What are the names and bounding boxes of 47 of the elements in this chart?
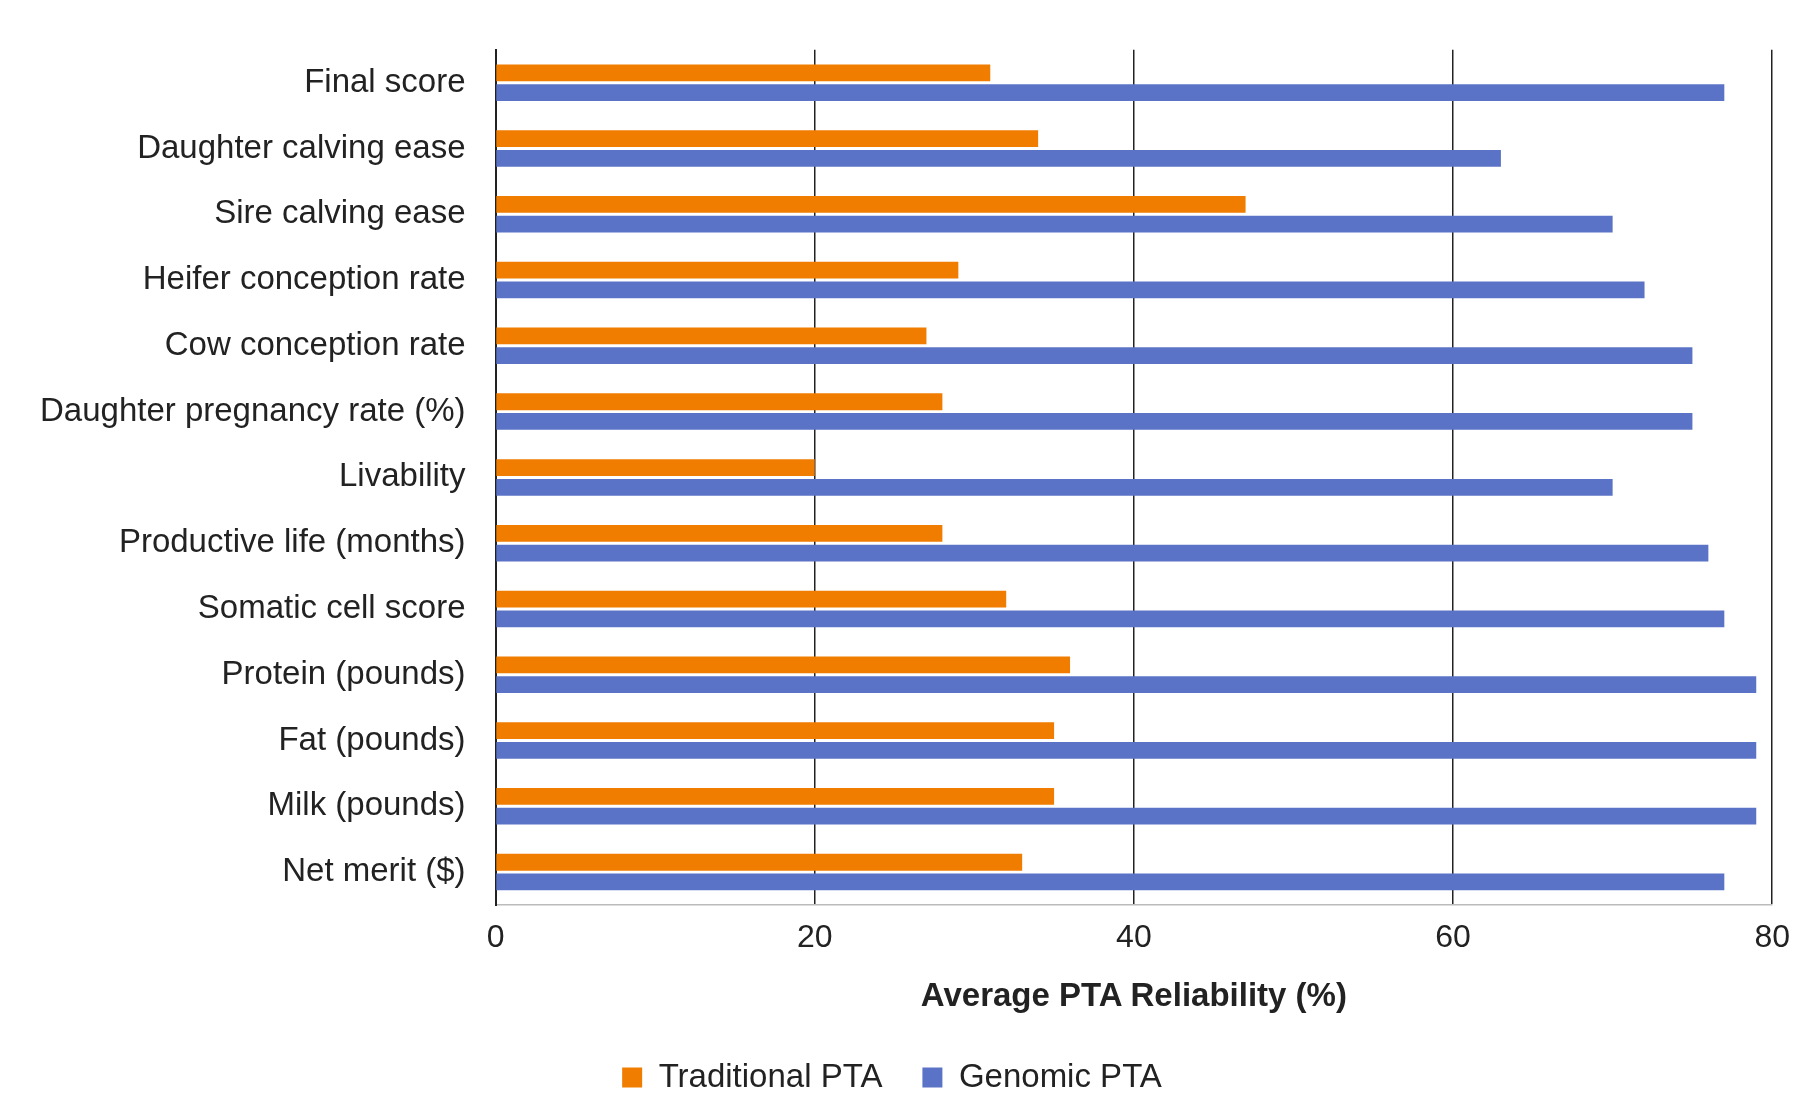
bar [496, 215, 1613, 233]
bar [496, 873, 1725, 891]
bar [496, 347, 1693, 365]
bar [496, 544, 1709, 562]
bar [496, 130, 1039, 147]
y-tick-label: Sire calving ease [214, 193, 466, 231]
bar [496, 327, 927, 345]
y-tick-label: Net merit ($) [282, 851, 466, 889]
bar [496, 459, 815, 476]
bar [496, 853, 1023, 871]
bar [496, 281, 1645, 299]
y-tick-label: Livability [338, 456, 467, 494]
y-tick-label: Fat (pounds) [278, 719, 466, 757]
bar [496, 722, 1055, 740]
y-tick-label: Cow conception rate [164, 324, 466, 362]
y-tick-label: Productive life (months) [118, 522, 466, 560]
bar [496, 196, 1246, 213]
x-tick-label: 0 [486, 918, 505, 955]
y-tick-label: Protein (pounds) [221, 653, 466, 691]
bar [496, 84, 1725, 101]
bar [496, 610, 1725, 628]
bar [496, 807, 1757, 825]
y-tick-label: Final score [304, 61, 466, 99]
x-tick-label: 60 [1435, 918, 1471, 955]
bar [496, 64, 991, 82]
bar [496, 261, 959, 279]
bar [496, 524, 943, 542]
legend-label: Genomic PTA [958, 1056, 1162, 1094]
y-tick-label: Heifer conception rate [142, 259, 466, 297]
y-tick-label: Daughter calving ease [137, 127, 466, 165]
bar [496, 393, 943, 411]
bar [496, 788, 1055, 805]
bar [496, 478, 1613, 496]
x-tick-label: 20 [796, 918, 833, 955]
y-tick-label: Milk (pounds) [267, 785, 466, 823]
x-tick-label: 80 [1754, 918, 1790, 955]
bar [496, 676, 1757, 694]
x-tick-label: 40 [1116, 918, 1152, 955]
bar [496, 742, 1757, 759]
bar [496, 590, 1007, 608]
legend-label: Traditional PTA [658, 1056, 883, 1094]
y-tick-label: Daughter pregnancy rate (%) [39, 390, 466, 428]
bar [496, 149, 1501, 167]
bar [496, 413, 1693, 430]
x-axis-title: Average PTA Reliability (%) [920, 976, 1347, 1014]
bar [496, 656, 1071, 674]
y-tick-label: Somatic cell score [197, 588, 466, 626]
